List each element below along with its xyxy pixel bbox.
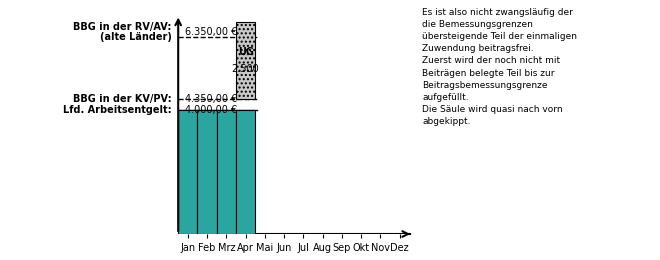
Bar	[236, 22, 255, 99]
Text: 6.350,00 €: 6.350,00 €	[185, 27, 237, 37]
Text: BBG in der KV/PV:: BBG in der KV/PV:	[73, 94, 172, 104]
Text: Lfd. Arbeitsentgelt:: Lfd. Arbeitsentgelt:	[63, 105, 172, 115]
Bar	[236, 110, 255, 234]
Text: 2.500: 2.500	[232, 64, 259, 74]
Text: (alte Länder): (alte Länder)	[100, 32, 172, 42]
Bar	[197, 110, 216, 234]
Text: Es ist also nicht zwangsläufig der
die Bemessungsgrenzen
übersteigende Teil der : Es ist also nicht zwangsläufig der die B…	[422, 8, 578, 126]
Text: UG: UG	[238, 47, 253, 57]
Text: 4.350,00 €: 4.350,00 €	[185, 94, 237, 104]
Bar	[216, 110, 236, 234]
Bar	[178, 110, 197, 234]
Text: 4.000,00 €: 4.000,00 €	[185, 105, 237, 115]
Text: BBG in der RV/AV:: BBG in der RV/AV:	[73, 22, 172, 32]
